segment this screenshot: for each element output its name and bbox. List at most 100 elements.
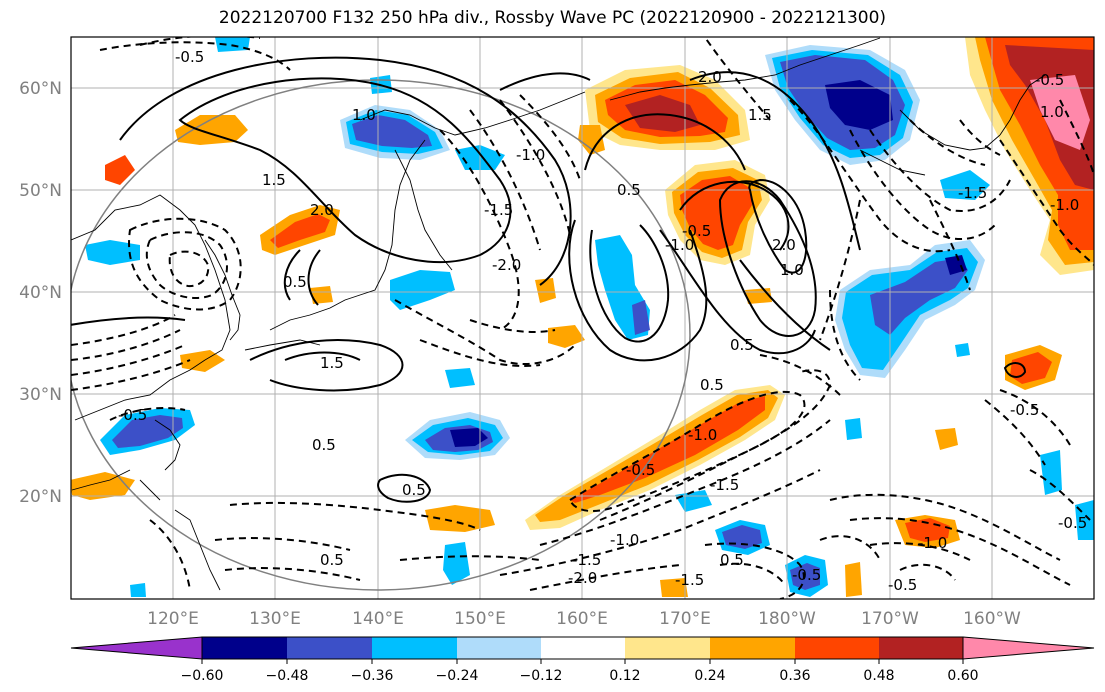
contour-label: -1.5 — [675, 571, 704, 589]
negative-patch — [450, 428, 488, 447]
lat-label: 50°N — [19, 181, 62, 201]
negative-patch — [1040, 450, 1062, 495]
divergence-shading — [71, 37, 1094, 597]
contour-label: 2.0 — [772, 236, 796, 254]
contour-label: -1.0 — [1050, 196, 1079, 214]
colorbar-extend-low — [70, 636, 203, 660]
colorbar-segment — [372, 637, 457, 659]
colorbar-segment — [879, 637, 963, 659]
colorbar-segment — [457, 637, 541, 659]
contour-label: 1.5 — [320, 354, 344, 372]
lon-label: 150°E — [454, 609, 506, 629]
positive-patch — [270, 214, 330, 248]
negative-patch — [443, 542, 470, 585]
contour-label: -0.5 — [792, 566, 821, 584]
colorbar-segment — [202, 637, 287, 659]
colorbar-tick-label: 0.12 — [609, 668, 640, 684]
colorbar-tick-label: −0.60 — [181, 668, 224, 684]
figure-title: 2022120700 F132 250 hPa div., Rossby Wav… — [218, 8, 887, 28]
contour-label: 1.0 — [780, 261, 804, 279]
lat-label: 60°N — [19, 79, 62, 99]
map-frame — [70, 36, 1095, 600]
contour-label: -0.5 — [888, 576, 917, 594]
contour-label: -1.0 — [665, 236, 694, 254]
colorbar-segment — [710, 637, 795, 659]
negative-patch — [940, 170, 990, 200]
contour-label: 1.5 — [748, 106, 772, 124]
positive-patch — [71, 472, 135, 500]
colorbar-tick-label: −0.36 — [351, 668, 394, 684]
colorbar-segment — [541, 637, 625, 659]
positive-patch — [425, 505, 495, 532]
colorbar-segment — [625, 637, 710, 659]
lon-label: 140°E — [352, 609, 404, 629]
colorbar-tick-label: 0.36 — [779, 668, 810, 684]
negative-patch — [130, 583, 146, 597]
contour-label: -0.5 — [175, 48, 204, 66]
lon-label: 180°W — [758, 609, 816, 629]
contour-label: -1.5 — [484, 201, 513, 219]
positive-patch — [660, 578, 688, 597]
negative-patch — [790, 563, 820, 590]
contour-label: 0.5 — [320, 551, 344, 569]
positive-patch — [570, 396, 765, 503]
lat-label: 40°N — [19, 283, 62, 303]
negative-patch — [675, 490, 712, 512]
colorbar-tick-label: 0.60 — [947, 668, 978, 684]
contour-label: 1.5 — [262, 171, 286, 189]
contour-label: -0.5 — [118, 406, 147, 424]
gridlines — [71, 37, 1094, 599]
contour-label: 1.0 — [352, 106, 376, 124]
lat-label: 30°N — [19, 385, 62, 405]
contour-label: -0.5 — [1010, 401, 1039, 419]
negative-patch — [352, 115, 432, 148]
negative-patch — [825, 80, 893, 130]
lon-label: 160°W — [963, 609, 1021, 629]
colorbar-tick-label: −0.48 — [266, 668, 309, 684]
contour-label: 0.5 — [283, 273, 307, 291]
contour-label: -1.0 — [610, 531, 639, 549]
lat-label: 20°N — [19, 487, 62, 507]
contour-label: -1.5 — [572, 551, 601, 569]
contour-label: -1.0 — [688, 426, 717, 444]
contour-label: -1.5 — [958, 184, 987, 202]
contour-labels: -0.5 1.0 1.5 2.0 0.5 -1.0 -1.5 -2.0 -0.5… — [118, 48, 1087, 594]
contour-label: 1.0 — [1040, 103, 1064, 121]
positive-patch — [578, 125, 605, 155]
negative-patch — [945, 255, 967, 275]
contour-label: 0.5 — [617, 181, 641, 199]
negative-patch — [632, 300, 650, 335]
positive-patch — [180, 350, 225, 372]
contour-label: 0.5 — [402, 481, 426, 499]
reference-circle — [71, 79, 691, 591]
positive-patch — [905, 518, 950, 542]
lon-label: 130°E — [249, 609, 301, 629]
contour-label: 0.5 — [730, 336, 754, 354]
colorbar-extend-high — [962, 636, 1095, 660]
negative-patch — [845, 418, 862, 440]
colorbar-tick-label: 0.24 — [694, 668, 725, 684]
positive-patch — [310, 286, 333, 304]
positive-patch — [105, 155, 135, 185]
contour-label: -2.0 — [568, 569, 597, 587]
contour-label: -0.5 — [626, 461, 655, 479]
contour-label: -1.0 — [918, 534, 947, 552]
contour-label: -0.5 — [1058, 514, 1087, 532]
colorbar-tick-label: −0.12 — [520, 668, 563, 684]
contour-label: 2.0 — [310, 201, 334, 219]
lon-label: 160°E — [556, 609, 608, 629]
positive-patch — [1030, 75, 1090, 150]
positive-patch — [935, 428, 958, 450]
lon-label: 170°E — [659, 609, 711, 629]
longitude-labels: 120°E 130°E 140°E 150°E 160°E 170°E 180°… — [147, 609, 1021, 629]
negative-patch — [955, 343, 970, 357]
colorbar-segment — [287, 637, 372, 659]
contour-label: -1.5 — [710, 476, 739, 494]
contour-label: 0.5 — [720, 551, 744, 569]
negative-patch — [870, 258, 968, 335]
positive-patch — [680, 176, 752, 250]
negative-patch — [85, 240, 140, 265]
contour-label: -2.0 — [492, 256, 521, 274]
lon-label: 120°E — [147, 609, 199, 629]
